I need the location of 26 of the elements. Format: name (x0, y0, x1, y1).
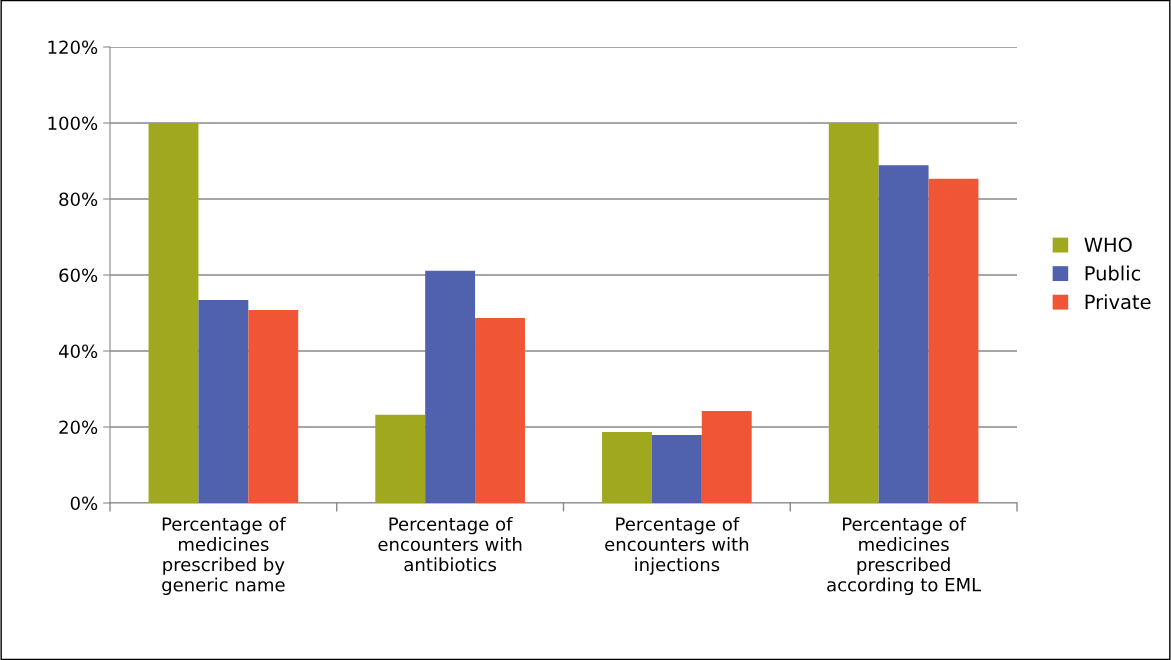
y-tick-label: 80% (59, 192, 98, 207)
bar (602, 431, 652, 503)
x-tick-label: Percentage of medicines prescribed by generic name (162, 516, 287, 596)
legend-label: Public (1085, 265, 1141, 281)
bar (148, 123, 199, 503)
y-tick-label: 0% (70, 496, 98, 511)
y-tick-label: 120% (48, 40, 98, 55)
bar (828, 123, 879, 503)
x-tick-label: Percentage of encounters with antibiotics (378, 516, 522, 572)
bar (878, 165, 929, 503)
y-tick-label: 20% (59, 420, 98, 435)
x-tick-label: Percentage of medicines prescribed according to EML (827, 516, 982, 596)
bar (701, 411, 752, 503)
bar (198, 300, 249, 503)
bar (475, 317, 525, 503)
y-tick-label: 60% (59, 268, 98, 283)
legend-label: Private (1085, 294, 1151, 310)
x-tick-label: Percentage of encounters with injections (605, 516, 749, 575)
y-tick-label: 40% (58, 344, 98, 359)
bar (425, 270, 476, 503)
bar (375, 414, 426, 503)
y-tick-label: 100% (48, 116, 98, 131)
legend-label: WHO (1084, 237, 1132, 253)
bar (928, 178, 979, 503)
bar (248, 309, 299, 503)
bar (651, 434, 702, 503)
